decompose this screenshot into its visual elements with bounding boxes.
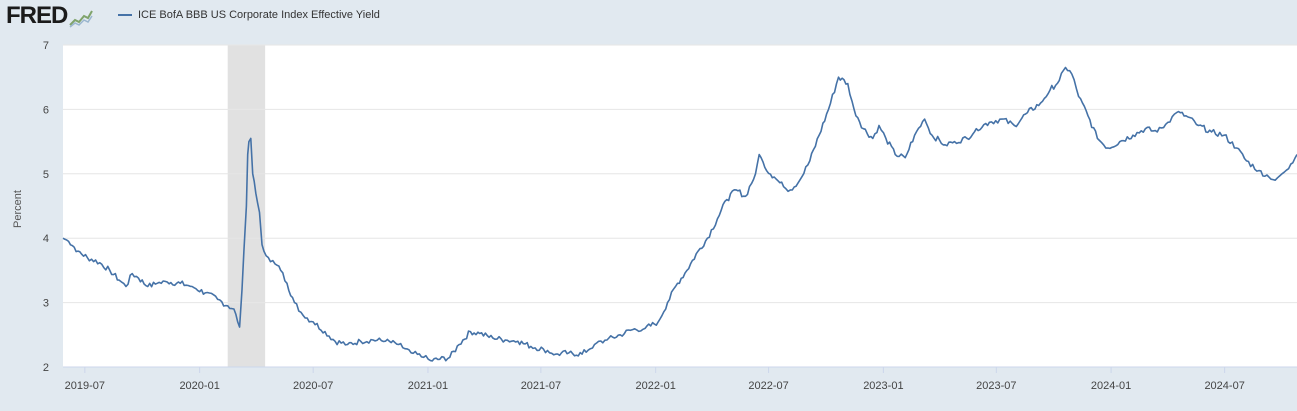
y-tick-label: 7 xyxy=(43,40,49,52)
series-line xyxy=(62,66,1297,362)
x-tick-label: 2021-07 xyxy=(521,380,561,392)
fred-chart-icon xyxy=(69,8,94,28)
fred-logo-text: FRED xyxy=(6,2,68,29)
legend-swatch xyxy=(118,14,132,16)
x-tick-label: 2024-07 xyxy=(1204,380,1244,392)
plot-background xyxy=(63,45,1297,367)
y-tick-label: 4 xyxy=(43,233,49,245)
y-axis-label: Percent xyxy=(12,190,24,228)
y-tick-label: 3 xyxy=(43,298,49,310)
x-tick-label: 2020-07 xyxy=(293,380,333,392)
x-tick-label: 2021-01 xyxy=(408,380,448,392)
y-tick-label: 6 xyxy=(43,104,49,116)
y-tick-label: 5 xyxy=(43,169,49,181)
chart-header: FRED ICE BofA BBB US Corporate Index Eff… xyxy=(0,0,1297,34)
x-tick-label: 2019-07 xyxy=(65,380,105,392)
chart-legend: ICE BofA BBB US Corporate Index Effectiv… xyxy=(118,9,380,21)
line-chart[interactable]: 2 3 4 5 6 7 2019-07 2020-01 2020-07 2021-01 2021-0… xyxy=(0,34,1297,406)
x-tick-label: 2023-07 xyxy=(976,380,1016,392)
x-tick-label: 2022-01 xyxy=(635,380,675,392)
x-tick-label: 2023-01 xyxy=(863,380,903,392)
x-tick-label: 2022-07 xyxy=(748,380,788,392)
fred-logo[interactable]: FRED xyxy=(6,2,94,29)
chart-area: 2 3 4 5 6 7 2019-07 2020-01 2020-07 2021-01 2021-0… xyxy=(0,34,1297,406)
legend-label: ICE BofA BBB US Corporate Index Effectiv… xyxy=(138,9,380,21)
x-tick-label: 2020-01 xyxy=(179,380,219,392)
x-tick-label: 2024-01 xyxy=(1091,380,1131,392)
y-tick-label: 2 xyxy=(43,362,49,374)
